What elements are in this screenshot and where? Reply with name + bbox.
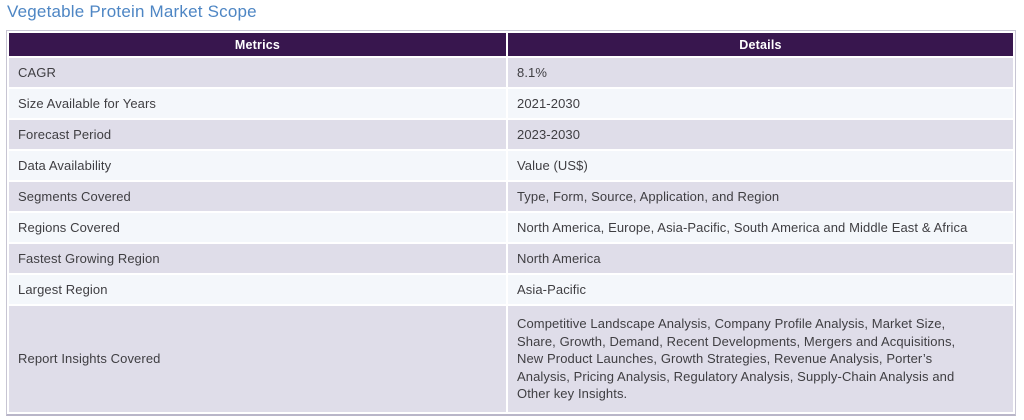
table-row-fastest-growing-region: Fastest Growing Region North America bbox=[9, 244, 1013, 273]
detail-cell: 2021-2030 bbox=[507, 89, 1013, 118]
metric-cell: Forecast Period bbox=[9, 120, 506, 149]
metric-cell: CAGR bbox=[9, 58, 506, 87]
metric-cell: Segments Covered bbox=[9, 182, 506, 211]
table-row-largest-region: Largest Region Asia-Pacific bbox=[9, 275, 1013, 304]
table-row-report-insights: Report Insights Covered Competitive Land… bbox=[9, 306, 1013, 412]
page-title: Vegetable Protein Market Scope bbox=[7, 2, 257, 21]
column-header-details: Details bbox=[507, 33, 1013, 56]
table-row-segments-covered: Segments Covered Type, Form, Source, App… bbox=[9, 182, 1013, 211]
detail-cell: Asia-Pacific bbox=[507, 275, 1013, 304]
detail-cell: 2023-2030 bbox=[507, 120, 1013, 149]
market-scope-table: Metrics Details CAGR 8.1% Size Available… bbox=[6, 30, 1016, 416]
table-row-size-available: Size Available for Years 2021-2030 bbox=[9, 89, 1013, 118]
table-row-regions-covered: Regions Covered North America, Europe, A… bbox=[9, 213, 1013, 242]
detail-cell: North America bbox=[507, 244, 1013, 273]
table-row-data-availability: Data Availability Value (US$) bbox=[9, 151, 1013, 180]
detail-cell: 8.1% bbox=[507, 58, 1013, 87]
metric-cell: Fastest Growing Region bbox=[9, 244, 506, 273]
table-header-row: Metrics Details bbox=[9, 33, 1013, 56]
metric-cell: Data Availability bbox=[9, 151, 506, 180]
metric-cell: Size Available for Years bbox=[9, 89, 506, 118]
metric-cell: Regions Covered bbox=[9, 213, 506, 242]
table-row-cagr: CAGR 8.1% bbox=[9, 58, 1013, 87]
detail-cell: Competitive Landscape Analysis, Company … bbox=[507, 306, 1013, 412]
metric-cell: Largest Region bbox=[9, 275, 506, 304]
detail-cell: North America, Europe, Asia-Pacific, Sou… bbox=[507, 213, 1013, 242]
metric-cell: Report Insights Covered bbox=[9, 306, 506, 412]
detail-cell: Type, Form, Source, Application, and Reg… bbox=[507, 182, 1013, 211]
column-header-metrics: Metrics bbox=[9, 33, 506, 56]
table-row-forecast-period: Forecast Period 2023-2030 bbox=[9, 120, 1013, 149]
detail-cell: Value (US$) bbox=[507, 151, 1013, 180]
